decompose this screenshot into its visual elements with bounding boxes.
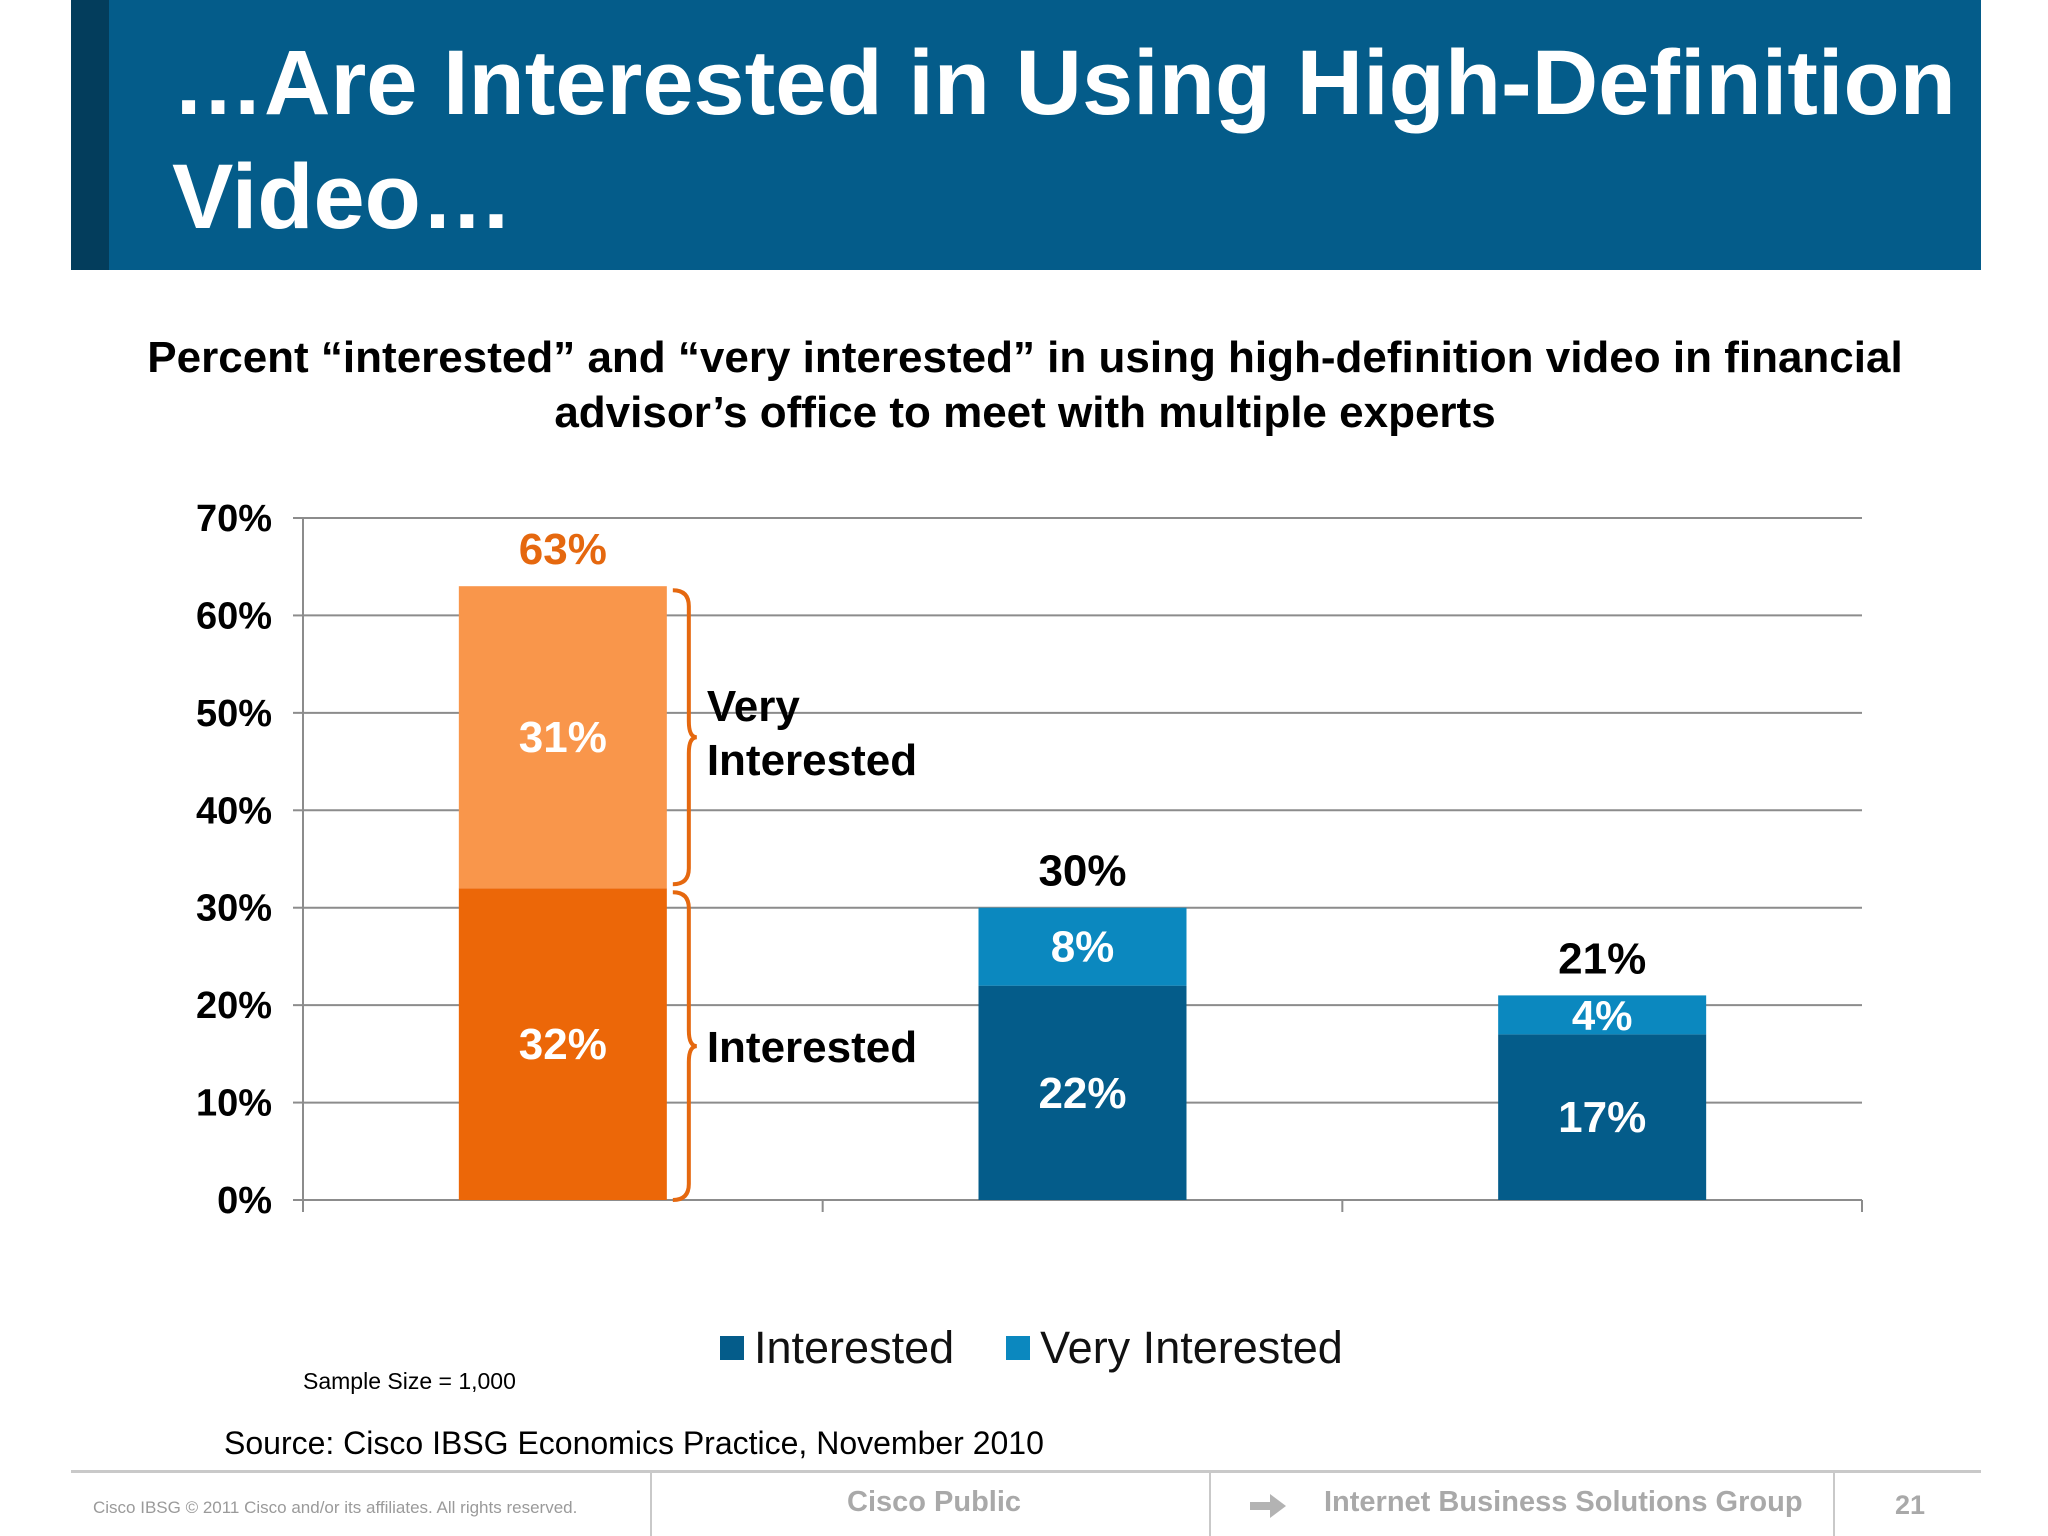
legend-label-very-interested: Very Interested [1040, 1322, 1343, 1373]
bar-very-interested [458, 586, 667, 889]
title-bar [71, 0, 1981, 270]
title-accent [71, 0, 109, 270]
footer-copyright: Cisco IBSG © 2011 Cisco and/or its affil… [93, 1498, 578, 1517]
footer-separator [650, 1473, 652, 1536]
legend-swatch-very-interested [1006, 1336, 1031, 1360]
y-tick-label: 70% [196, 498, 272, 540]
bar-total-label: 21% [1558, 934, 1646, 983]
bar-total-label: 63% [519, 525, 607, 574]
bar-very-interested [978, 907, 1187, 986]
chart-legend: Interested Very Interested [720, 1320, 1395, 1376]
interested-brace [672, 890, 698, 1202]
very-interested-brace [672, 588, 698, 887]
interested-annotation: Interested [707, 1023, 917, 1072]
legend-item-interested: Interested [720, 1322, 954, 1374]
bar-interested [458, 888, 667, 1200]
arrow-right-icon [1250, 1494, 1286, 1518]
bar-interested [978, 985, 1187, 1200]
legend-swatch-interested [720, 1336, 744, 1360]
page-number: 21 [1895, 1490, 1926, 1520]
legend-label-interested: Interested [754, 1322, 955, 1373]
y-tick-label: 50% [196, 693, 272, 735]
bar-data-label: 31% [519, 713, 607, 762]
bar-data-label: 4% [1572, 992, 1633, 1039]
source-note: Source: Cisco IBSG Economics Practice, N… [224, 1425, 1044, 1461]
y-tick-label: 40% [196, 790, 272, 832]
very-interested-annotation: Very [707, 682, 801, 731]
very-interested-annotation: Interested [707, 736, 917, 785]
bar-data-label: 32% [519, 1020, 607, 1069]
y-tick-label: 10% [196, 1083, 272, 1125]
y-tick-label: 20% [196, 985, 272, 1027]
bar-data-label: 22% [1038, 1069, 1126, 1118]
footer-divider [71, 1470, 1981, 1473]
y-tick-label: 60% [196, 595, 272, 637]
footer-classification: Cisco Public [847, 1486, 1022, 1518]
footer-group-name: Internet Business Solutions Group [1324, 1486, 1803, 1518]
stacked-bar-chart: 0%10%20%30%40%50%60%70%32%31%63%Under 50… [196, 498, 1863, 1222]
legend-item-very-interested: Very Interested [1006, 1322, 1343, 1374]
bar-very-interested [1498, 995, 1707, 1035]
bar-data-label: 8% [1051, 923, 1115, 972]
chart-title: Percent “interested” and “very intereste… [147, 333, 1903, 437]
bar-total-label: 30% [1038, 847, 1126, 896]
y-tick-label: 30% [196, 888, 272, 930]
y-tick-label: 0% [217, 1180, 272, 1222]
footer-separator [1833, 1473, 1835, 1536]
bar-data-label: 17% [1558, 1093, 1646, 1142]
bar-interested [1498, 1034, 1707, 1200]
footer-separator [1209, 1473, 1211, 1536]
slide-title: …Are Interested in Using High-Definition… [172, 32, 1956, 248]
sample-size-note: Sample Size = 1,000 [303, 1368, 516, 1394]
